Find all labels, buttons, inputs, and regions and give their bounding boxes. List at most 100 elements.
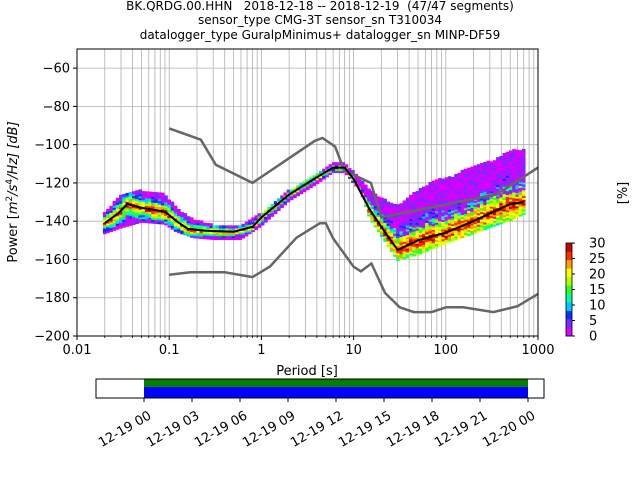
psd-cell xyxy=(447,237,452,241)
psd-cell xyxy=(154,216,159,221)
psd-cell xyxy=(396,252,400,256)
psd-cell xyxy=(431,241,436,246)
psd-cell xyxy=(434,198,439,202)
psd-cell xyxy=(399,231,404,236)
psd-cell xyxy=(447,189,452,193)
psd-cell xyxy=(518,167,523,171)
psd-cell xyxy=(457,190,462,194)
psd-cell xyxy=(505,172,510,176)
psd-cell xyxy=(160,217,165,221)
psd-cell xyxy=(438,243,442,247)
psd-cell xyxy=(431,230,436,234)
psd-cell xyxy=(438,229,442,233)
psd-cell xyxy=(518,165,523,169)
psd-cell xyxy=(457,201,462,205)
psd-cell xyxy=(412,230,416,234)
psd-cell xyxy=(425,242,429,246)
psd-cell xyxy=(483,211,487,215)
psd-cell xyxy=(470,204,474,208)
psd-cell xyxy=(122,212,126,217)
psd-cell xyxy=(135,209,139,213)
psd-cell xyxy=(109,215,114,219)
psd-cell xyxy=(415,200,420,204)
psd-cell xyxy=(473,184,478,188)
psd-cell xyxy=(247,223,252,227)
psd-cell xyxy=(463,206,468,211)
psd-cell xyxy=(270,211,275,215)
psd-cell xyxy=(518,213,523,217)
psd-cell xyxy=(431,203,436,207)
psd-cell xyxy=(428,229,433,234)
psd-cell xyxy=(370,207,375,212)
psd-cell xyxy=(151,195,155,199)
psd-cell xyxy=(518,173,523,177)
psd-cell xyxy=(235,227,239,231)
psd-cell xyxy=(434,234,439,239)
psd-cell xyxy=(170,211,175,215)
psd-cell xyxy=(499,171,503,175)
psd-cell xyxy=(405,245,410,249)
psd-cell xyxy=(173,224,178,228)
psd-cell xyxy=(499,178,503,183)
psd-cell xyxy=(386,207,391,211)
psd-cell xyxy=(357,181,362,185)
psd-cell xyxy=(151,199,155,203)
psd-cell xyxy=(505,197,510,201)
psd-cell xyxy=(367,188,371,192)
psd-cell xyxy=(151,201,155,205)
psd-cell xyxy=(447,210,452,214)
psd-cell xyxy=(167,224,172,228)
psd-cell xyxy=(122,222,126,226)
psd-cell xyxy=(451,207,455,211)
psd-cell xyxy=(483,198,487,202)
psd-cell xyxy=(160,221,165,225)
psd-cell xyxy=(312,181,317,185)
psd-cell xyxy=(438,178,442,182)
psd-cell xyxy=(102,229,107,233)
psd-cell xyxy=(367,194,371,198)
psd-cell xyxy=(480,197,484,201)
psd-cell xyxy=(492,219,497,223)
psd-cell xyxy=(422,240,426,244)
psd-cell xyxy=(486,204,491,208)
psd-cell xyxy=(515,214,520,218)
psd-cell xyxy=(447,176,452,180)
psd-cell xyxy=(341,162,346,166)
psd-cell xyxy=(128,216,133,221)
psd-cell xyxy=(396,221,400,225)
x-axis-label: Period [s] xyxy=(276,364,338,379)
psd-cell xyxy=(457,218,462,222)
psd-cell xyxy=(154,207,159,211)
psd-cell xyxy=(496,197,500,201)
psd-cell xyxy=(241,229,246,233)
psd-cell xyxy=(164,206,168,211)
psd-cell xyxy=(257,213,262,217)
psd-cell xyxy=(486,219,491,224)
psd-cell xyxy=(170,226,175,230)
psd-cell xyxy=(399,245,404,249)
psd-cell xyxy=(447,206,452,211)
psd-cell xyxy=(180,227,184,231)
psd-cell xyxy=(167,201,172,205)
psd-cell xyxy=(199,222,204,226)
psd-cell xyxy=(328,164,333,168)
psd-cell xyxy=(280,195,284,199)
psd-cell xyxy=(296,189,300,193)
psd-cell xyxy=(144,191,149,195)
psd-cell xyxy=(415,242,420,246)
psd-cell xyxy=(399,256,404,261)
psd-cell xyxy=(144,200,149,205)
psd-cell xyxy=(112,212,117,216)
psd-cell xyxy=(264,213,268,217)
psd-cell xyxy=(128,207,133,211)
psd-cell xyxy=(260,220,265,224)
psd-cell xyxy=(451,192,455,196)
psd-cell xyxy=(521,177,526,181)
psd-cell xyxy=(241,225,246,229)
psd-cell xyxy=(409,254,413,258)
psd-cell xyxy=(425,202,429,206)
psd-cell xyxy=(173,220,178,225)
psd-cell xyxy=(502,156,507,160)
psd-cell xyxy=(405,209,410,213)
psd-cell xyxy=(405,201,410,205)
